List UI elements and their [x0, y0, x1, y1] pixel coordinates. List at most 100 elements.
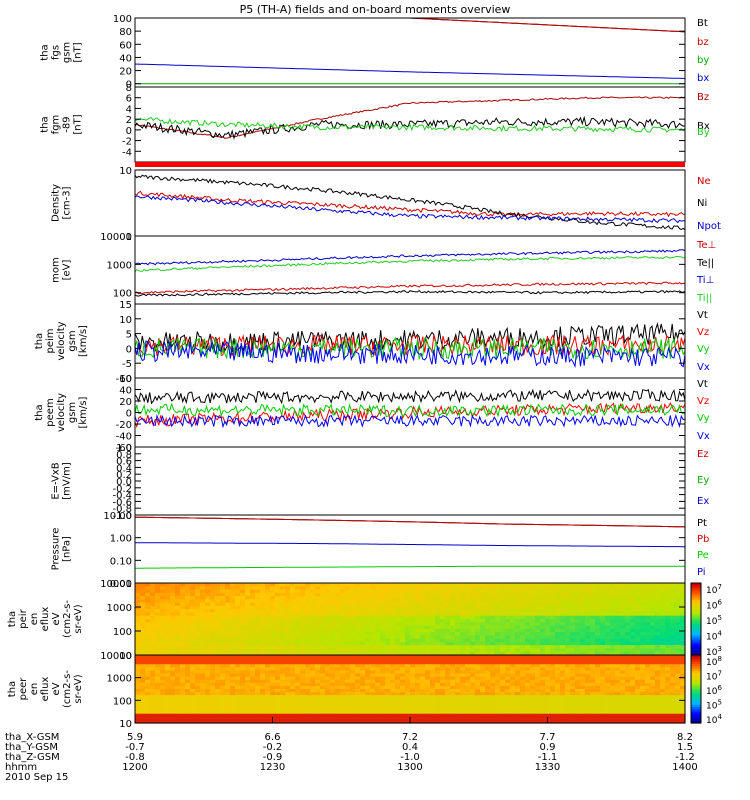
heatmap-cell: [660, 612, 666, 617]
heatmap-cell: [530, 583, 536, 587]
heatmap-cell: [180, 605, 186, 610]
heatmap-cell: [415, 695, 421, 699]
heatmap-cell: [310, 648, 316, 653]
heatmap-cell: [630, 692, 636, 696]
heatmap-cell: [660, 586, 666, 591]
heatmap-cell: [480, 605, 486, 610]
heatmap-cell: [620, 670, 626, 675]
heatmap-cell: [425, 679, 431, 684]
y-tick-label: 0.6: [116, 457, 132, 468]
heatmap-cell: [175, 682, 181, 687]
heatmap-cell: [360, 689, 366, 693]
heatmap-cell: [255, 622, 261, 627]
heatmap-cell: [340, 689, 346, 693]
heatmap-cell: [560, 596, 566, 600]
heatmap-cell: [635, 670, 641, 675]
heatmap-cell: [665, 704, 671, 709]
heatmap-cell: [175, 635, 181, 640]
y-tick-label: 1000: [107, 260, 132, 271]
heatmap-cell: [590, 599, 596, 604]
heatmap-cell: [515, 638, 521, 643]
heatmap-cell: [200, 658, 206, 662]
heatmap-cell: [610, 635, 616, 640]
heatmap-cell: [380, 586, 386, 591]
heatmap-cell: [180, 664, 186, 668]
heatmap-cell: [260, 713, 266, 718]
heatmap-cell: [660, 707, 666, 712]
heatmap-cell: [410, 586, 416, 591]
heatmap-cell: [420, 692, 426, 696]
heatmap-cell: [505, 673, 511, 678]
heatmap-cell: [375, 638, 381, 643]
heatmap-cell: [340, 701, 346, 706]
heatmap-cell: [500, 704, 506, 709]
heatmap-cell: [660, 632, 666, 636]
heatmap-cell: [650, 689, 656, 693]
heatmap-cell: [305, 615, 311, 620]
heatmap-cell: [225, 701, 231, 706]
heatmap-cell: [190, 707, 196, 712]
heatmap-cell: [680, 689, 686, 693]
heatmap-cell: [665, 605, 671, 610]
heatmap-cell: [515, 605, 521, 610]
heatmap-cell: [370, 713, 376, 718]
heatmap-cell: [385, 609, 391, 614]
heatmap-cell: [340, 692, 346, 696]
heatmap-cell: [345, 661, 351, 665]
heatmap-cell: [625, 658, 631, 662]
heatmap-cell: [670, 586, 676, 591]
heatmap-cell: [235, 599, 241, 604]
heatmap-cell: [260, 628, 266, 633]
heatmap-cell: [510, 682, 516, 687]
heatmap-cell: [360, 692, 366, 696]
heatmap-cell: [580, 602, 586, 607]
heatmap-cell: [380, 713, 386, 718]
heatmap-cell: [345, 622, 351, 627]
heatmap-cell: [675, 651, 681, 656]
heatmap-cell: [470, 707, 476, 712]
heatmap-cell: [415, 667, 421, 672]
heatmap-cell: [350, 698, 356, 702]
heatmap-cell: [365, 638, 371, 643]
heatmap-cell: [340, 716, 346, 721]
heatmap-cell: [265, 592, 271, 597]
heatmap-cell: [585, 612, 591, 617]
heatmap-cell: [145, 596, 151, 600]
heatmap-cell: [350, 655, 356, 659]
heatmap-cell: [370, 679, 376, 684]
heatmap-cell: [590, 676, 596, 681]
heatmap-cell: [675, 648, 681, 653]
heatmap-cell: [520, 619, 526, 623]
heatmap-cell: [340, 599, 346, 604]
heatmap-cell: [525, 625, 531, 630]
heatmap-cell: [405, 589, 411, 594]
heatmap-cell: [215, 670, 221, 675]
heatmap-cell: [520, 622, 526, 627]
heatmap-cell: [160, 632, 166, 636]
heatmap-cell: [140, 605, 146, 610]
heatmap-cell: [315, 586, 321, 591]
heatmap-cell: [400, 628, 406, 633]
heatmap-cell: [530, 602, 536, 607]
heatmap-cell: [190, 685, 196, 690]
heatmap-cell: [540, 695, 546, 699]
heatmap-cell: [440, 685, 446, 690]
heatmap-cell: [610, 609, 616, 614]
heatmap-cell: [530, 612, 536, 617]
heatmap-cell: [655, 596, 661, 600]
heatmap-cell: [140, 632, 146, 636]
heatmap-cell: [590, 658, 596, 662]
heatmap-cell: [395, 615, 401, 620]
heatmap-cell: [485, 710, 491, 715]
heatmap-cell: [360, 673, 366, 678]
heatmap-cell: [640, 676, 646, 681]
heatmap-cell: [325, 612, 331, 617]
heatmap-cell: [575, 689, 581, 693]
heatmap-cell: [500, 673, 506, 678]
heatmap-cell: [335, 589, 341, 594]
colorbar-tick-label: 103: [706, 645, 722, 658]
heatmap-cell: [530, 615, 536, 620]
heatmap-cell: [645, 596, 651, 600]
heatmap-cell: [650, 645, 656, 650]
heatmap-cell: [150, 664, 156, 668]
